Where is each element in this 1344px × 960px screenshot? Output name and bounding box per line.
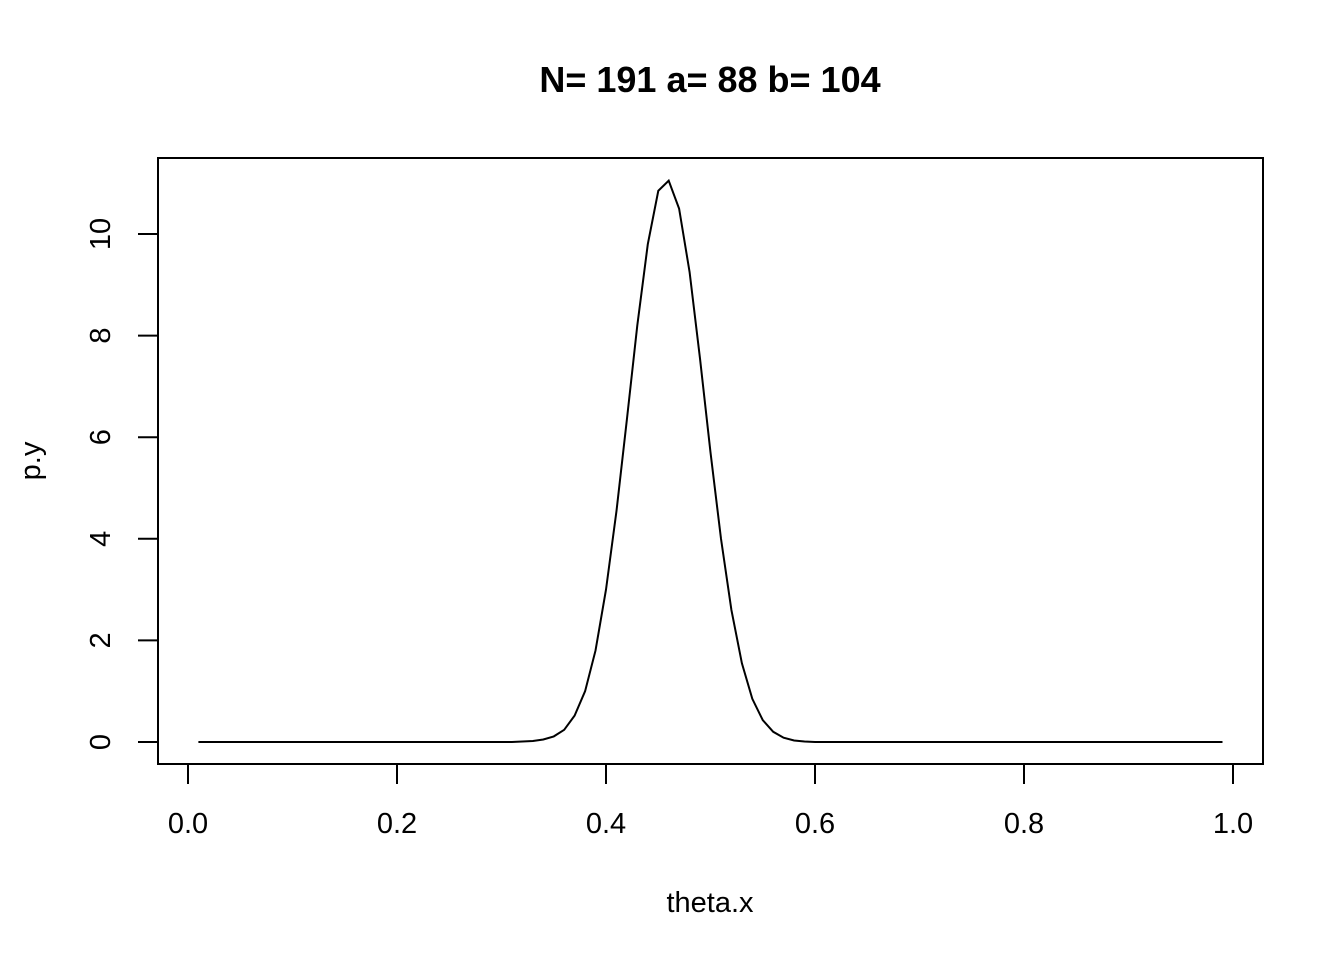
plot-frame xyxy=(157,157,1264,765)
density-curve xyxy=(198,178,1223,743)
y-tick-label: 10 xyxy=(85,218,117,250)
y-tick-label: 6 xyxy=(85,429,117,445)
x-axis: 0.0 0.2 0.4 0.6 0.8 1.0 xyxy=(168,763,1253,840)
x-axis-label: theta.x xyxy=(666,887,754,919)
chart-title: N= 191 a= 88 b= 104 xyxy=(539,59,880,100)
x-tick-label: 0.4 xyxy=(586,808,626,840)
y-tick-label: 0 xyxy=(85,734,117,750)
x-tick-label: 0.6 xyxy=(795,808,835,840)
y-tick-label: 2 xyxy=(85,632,117,648)
x-tick-label: 0.2 xyxy=(377,808,417,840)
y-axis-label: p.y xyxy=(15,441,47,480)
y-tick-label: 4 xyxy=(85,531,117,547)
x-tick-label: 0.8 xyxy=(1004,808,1044,840)
y-axis: 0 2 4 6 8 10 xyxy=(85,218,159,750)
y-tick-label: 8 xyxy=(85,328,117,344)
x-tick-label: 1.0 xyxy=(1213,808,1253,840)
x-tick-label: 0.0 xyxy=(168,808,208,840)
